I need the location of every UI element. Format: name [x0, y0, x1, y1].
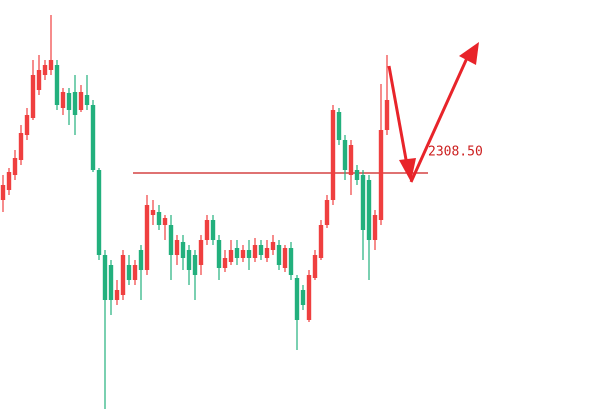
candle-body	[378, 130, 384, 220]
candle-body	[366, 180, 372, 240]
candle-body	[228, 250, 234, 262]
candle-body	[162, 218, 168, 225]
candle-body	[276, 245, 282, 265]
candle-body	[258, 245, 264, 255]
candle-body	[78, 92, 84, 110]
candle-body	[252, 245, 258, 258]
candle-body	[240, 250, 246, 258]
arrows	[387, 42, 479, 183]
candle-body	[204, 220, 210, 240]
candle-body	[66, 93, 72, 110]
candle-body	[336, 112, 342, 140]
candle-body	[60, 92, 66, 108]
candle-body	[294, 278, 300, 320]
candle-body	[132, 265, 138, 280]
candle-body	[306, 275, 312, 320]
candle-body	[120, 255, 126, 295]
candle-body	[138, 250, 144, 270]
candle-body	[84, 95, 90, 105]
candle-body	[144, 205, 150, 270]
candle-body	[234, 248, 240, 258]
candle-body	[264, 248, 270, 258]
candle-body	[372, 215, 378, 240]
candle-body	[156, 212, 162, 225]
level-label: 2308.50	[428, 145, 483, 160]
candle-body	[246, 250, 252, 258]
candle-body	[354, 170, 360, 180]
candle-body	[114, 290, 120, 300]
arrow-up-head	[459, 42, 479, 65]
candle-body	[6, 172, 12, 190]
candle-body	[318, 225, 324, 258]
candle-body	[192, 255, 198, 275]
candle-body	[174, 240, 180, 255]
candle-body	[72, 92, 78, 115]
candle-body	[312, 255, 318, 278]
candle-body	[330, 110, 336, 200]
candle-body	[300, 290, 306, 305]
arrow-up-shaft	[409, 57, 469, 183]
candle-body	[102, 255, 108, 300]
candle-body	[210, 220, 216, 240]
candle-body	[180, 242, 186, 258]
candle-body	[186, 250, 192, 270]
candle-body	[54, 65, 60, 105]
candle-body	[342, 140, 348, 170]
candles	[0, 15, 428, 409]
candle-body	[90, 105, 96, 170]
candle-body	[270, 242, 276, 250]
candle-body	[12, 158, 18, 175]
candle-body	[360, 175, 366, 230]
arrow-down-head	[399, 158, 416, 182]
candle-body	[168, 225, 174, 255]
candle-body	[108, 265, 114, 300]
candle-body	[216, 240, 222, 268]
candle-body	[18, 133, 24, 160]
candle-body	[282, 248, 288, 268]
candle-body	[198, 240, 204, 265]
candle-body	[126, 265, 132, 280]
candle-body	[48, 60, 54, 70]
candle-body	[150, 210, 156, 215]
candle-body	[24, 115, 30, 135]
candle-body	[222, 258, 228, 268]
candle-body	[348, 145, 354, 175]
candle-body	[30, 75, 36, 118]
candle-body	[42, 65, 48, 75]
candle-body	[384, 100, 390, 130]
candle-body	[324, 200, 330, 225]
candle-body	[288, 248, 294, 275]
candle-body	[36, 70, 42, 90]
candle-body	[96, 170, 102, 255]
candle-body	[0, 185, 6, 200]
arrow-down-shaft	[387, 65, 409, 166]
